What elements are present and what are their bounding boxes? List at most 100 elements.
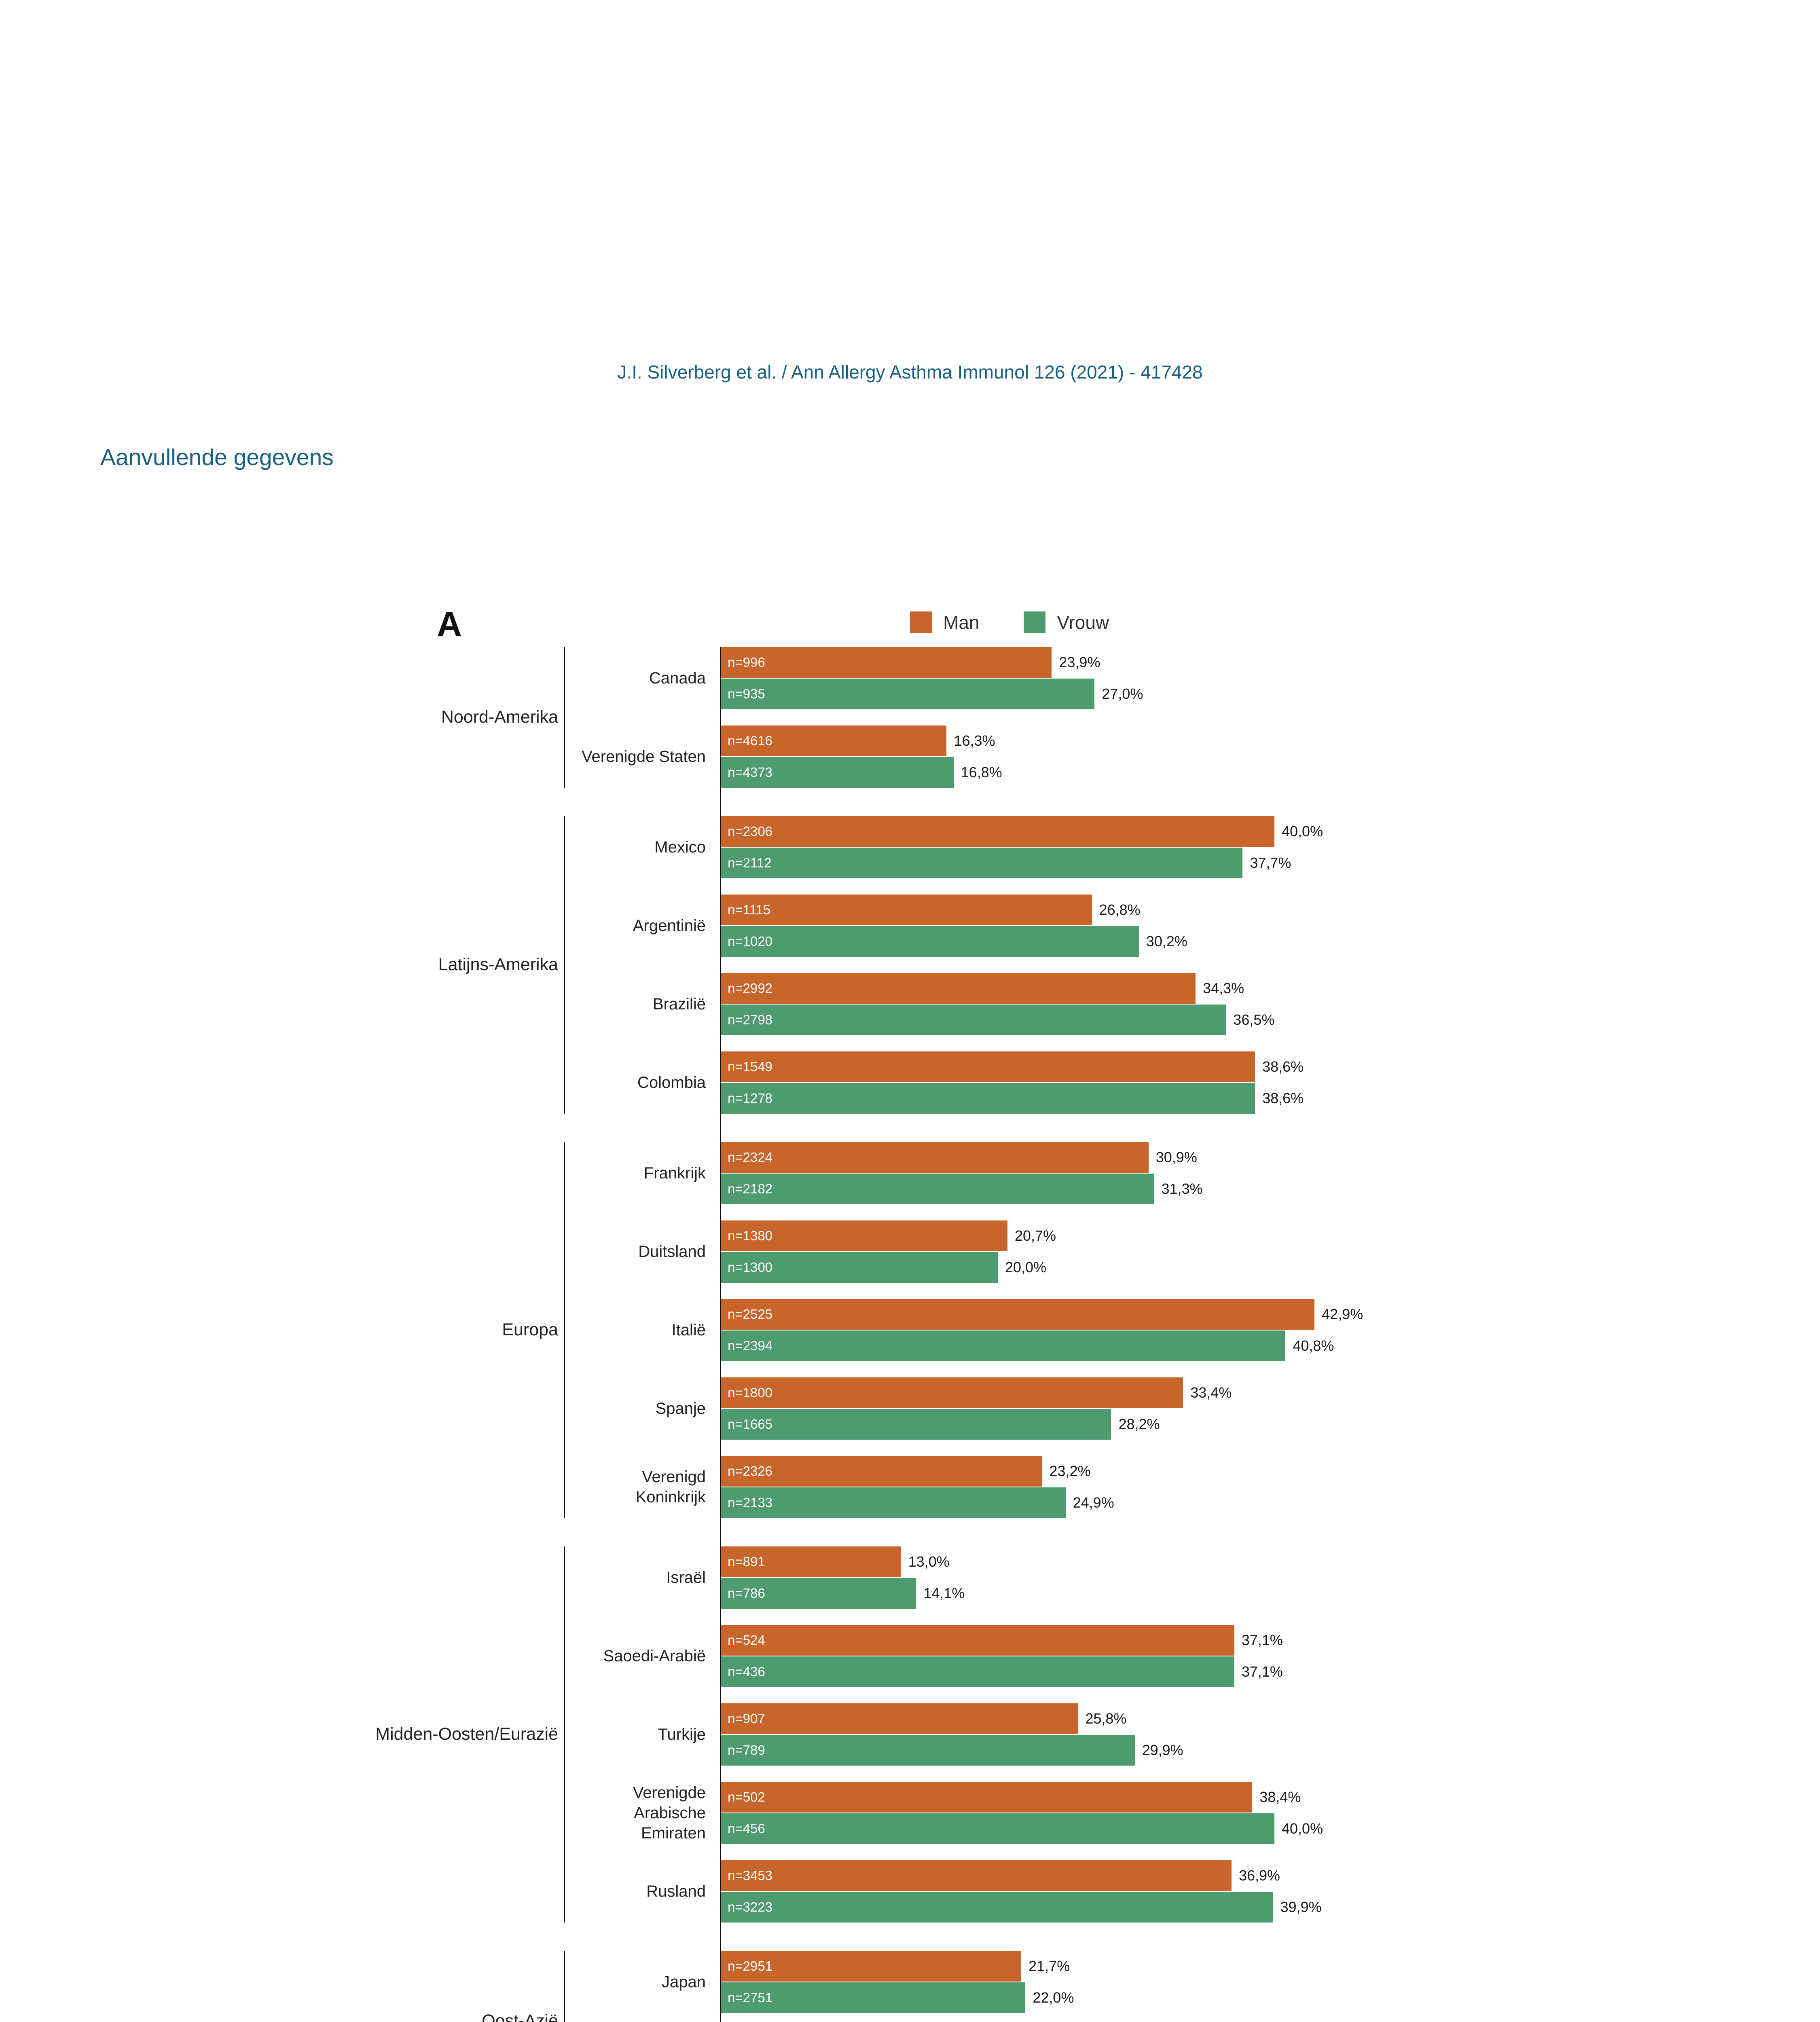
country-label-colombia: Colombia: [637, 1074, 706, 1091]
sample-size-label: n=2798: [728, 1012, 773, 1027]
sample-size-label: n=1278: [728, 1091, 773, 1106]
value-label: 16,8%: [961, 764, 1002, 780]
country-label-isra-l: Israël: [666, 1569, 706, 1586]
country-label-verenigde-staten: Verenigde Staten: [582, 748, 706, 766]
sample-size-label: n=2525: [728, 1307, 773, 1322]
sample-size-label: n=2751: [728, 1990, 773, 2005]
bar-man-turkije: n=907: [721, 1703, 1078, 1734]
bar-vrouw-duitsland: n=1300: [721, 1252, 998, 1283]
value-label: 34,3%: [1203, 980, 1244, 996]
legend-swatch-man-icon: [910, 611, 932, 633]
sample-size-label: n=1300: [728, 1260, 773, 1275]
value-label: 38,4%: [1259, 1789, 1301, 1805]
country-label-japan: Japan: [662, 1973, 706, 1991]
bar-vrouw-canada: n=935: [721, 679, 1095, 709]
bar-vrouw-verenigde-staten: n=4373: [721, 757, 954, 788]
sample-size-label: n=2182: [728, 1181, 773, 1196]
sample-size-label: n=2306: [728, 824, 773, 839]
value-label: 21,7%: [1029, 1958, 1070, 1974]
bar-vrouw-isra-l: n=786: [721, 1578, 916, 1609]
value-label: 30,2%: [1146, 933, 1187, 950]
bar-man-argentini: n=1115: [721, 895, 1092, 925]
bar-vrouw-colombia: n=1278: [721, 1083, 1255, 1114]
bar-man-duitsland: n=1380: [721, 1220, 1007, 1251]
region-bracket-oost-azi: [564, 1951, 565, 2022]
sample-size-label: n=891: [728, 1554, 765, 1569]
sample-size-label: n=2324: [728, 1150, 773, 1165]
country-label-brazili: Brazilië: [652, 995, 706, 1013]
value-label: 38,6%: [1262, 1090, 1304, 1106]
bar-man-itali: n=2525: [721, 1299, 1315, 1330]
value-label: 33,4%: [1190, 1384, 1232, 1401]
sample-size-label: n=1549: [728, 1059, 773, 1074]
value-label: 31,3%: [1161, 1180, 1203, 1197]
country-label-saoedi-arabi: Saoedi-Arabië: [603, 1647, 706, 1665]
legend-item-vrouw: Vrouw: [1024, 611, 1109, 633]
country-label-spanje: Spanje: [655, 1400, 706, 1417]
country-label-itali: Italië: [671, 1321, 706, 1339]
region-bracket-noord-amerika: [564, 647, 565, 788]
sample-size-label: n=2394: [728, 1338, 773, 1353]
region-label-oost-azi: Oost-Azië: [482, 2011, 558, 2022]
value-label: 20,0%: [1005, 1259, 1047, 1275]
bar-man-saoedi-arabi: n=524: [721, 1625, 1234, 1656]
value-label: 23,9%: [1059, 654, 1100, 670]
country-label-frankrijk: Frankrijk: [643, 1164, 706, 1182]
value-label: 24,9%: [1073, 1494, 1114, 1511]
value-label: 23,2%: [1049, 1463, 1091, 1479]
section-title: Aanvullende gegevens: [100, 444, 334, 470]
value-label: 37,7%: [1250, 854, 1291, 871]
sample-size-label: n=2992: [728, 981, 773, 996]
bar-vrouw-japan: n=2751: [721, 1982, 1026, 2013]
sample-size-label: n=789: [728, 1743, 765, 1758]
legend-item-man: Man: [910, 611, 979, 633]
bar-man-frankrijk: n=2324: [721, 1142, 1149, 1173]
value-label: 40,0%: [1282, 1820, 1323, 1837]
value-label: 16,3%: [954, 732, 995, 749]
country-label-turkije: Turkije: [658, 1726, 706, 1743]
value-label: 20,7%: [1014, 1227, 1056, 1244]
bar-man-colombia: n=1549: [721, 1051, 1255, 1082]
country-label-verenigde-arabische-emiraten: Verenigde Arabische Emiraten: [633, 1784, 706, 1842]
sample-size-label: n=1665: [728, 1417, 773, 1432]
bar-vrouw-itali: n=2394: [721, 1330, 1286, 1361]
sample-size-label: n=4373: [728, 765, 773, 780]
value-label: 22,0%: [1033, 1989, 1074, 2006]
bar-chart-plot-area: Prevalentie van gerapporteerde AD (%) n=…: [375, 647, 1412, 2022]
legend-swatch-vrouw-icon: [1024, 611, 1046, 633]
value-label: 40,8%: [1293, 1337, 1334, 1354]
country-label-rusland: Rusland: [646, 1882, 706, 1900]
legend-label-vrouw: Vrouw: [1057, 612, 1109, 633]
bar-vrouw-brazili: n=2798: [721, 1005, 1226, 1035]
bar-man-japan: n=2951: [721, 1951, 1022, 1982]
value-label: 36,5%: [1233, 1011, 1275, 1028]
region-bracket-europa: [564, 1142, 565, 1518]
region-label-noord-amerika: Noord-Amerika: [441, 707, 558, 727]
legend: Man Vrouw: [910, 611, 1109, 633]
value-label: 36,9%: [1238, 1867, 1280, 1884]
sample-size-label: n=502: [728, 1789, 765, 1804]
sample-size-label: n=2112: [728, 855, 772, 870]
country-label-duitsland: Duitsland: [638, 1243, 706, 1261]
value-label: 37,1%: [1241, 1663, 1283, 1680]
bar-man-verenigd-koninkrijk: n=2326: [721, 1456, 1042, 1487]
region-label-latijns-amerika: Latijns-Amerika: [438, 955, 558, 975]
value-label: 13,0%: [908, 1553, 950, 1570]
sample-size-label: n=786: [728, 1586, 765, 1601]
value-label: 42,9%: [1322, 1306, 1363, 1322]
sample-size-label: n=907: [728, 1711, 765, 1726]
sample-size-label: n=2326: [728, 1464, 773, 1478]
bar-vrouw-frankrijk: n=2182: [721, 1174, 1154, 1204]
sample-size-label: n=3223: [728, 1899, 773, 1914]
sample-size-label: n=3453: [728, 1868, 773, 1883]
sample-size-label: n=996: [728, 655, 765, 670]
value-label: 40,0%: [1282, 823, 1323, 840]
sample-size-label: n=1115: [728, 902, 771, 917]
bar-man-brazili: n=2992: [721, 973, 1196, 1004]
value-label: 29,9%: [1142, 1742, 1183, 1758]
bar-vrouw-rusland: n=3223: [721, 1892, 1273, 1923]
sample-size-label: n=524: [728, 1633, 765, 1648]
bar-vrouw-verenigde-arabische-emiraten: n=456: [721, 1813, 1274, 1844]
value-label: 25,8%: [1085, 1710, 1127, 1727]
